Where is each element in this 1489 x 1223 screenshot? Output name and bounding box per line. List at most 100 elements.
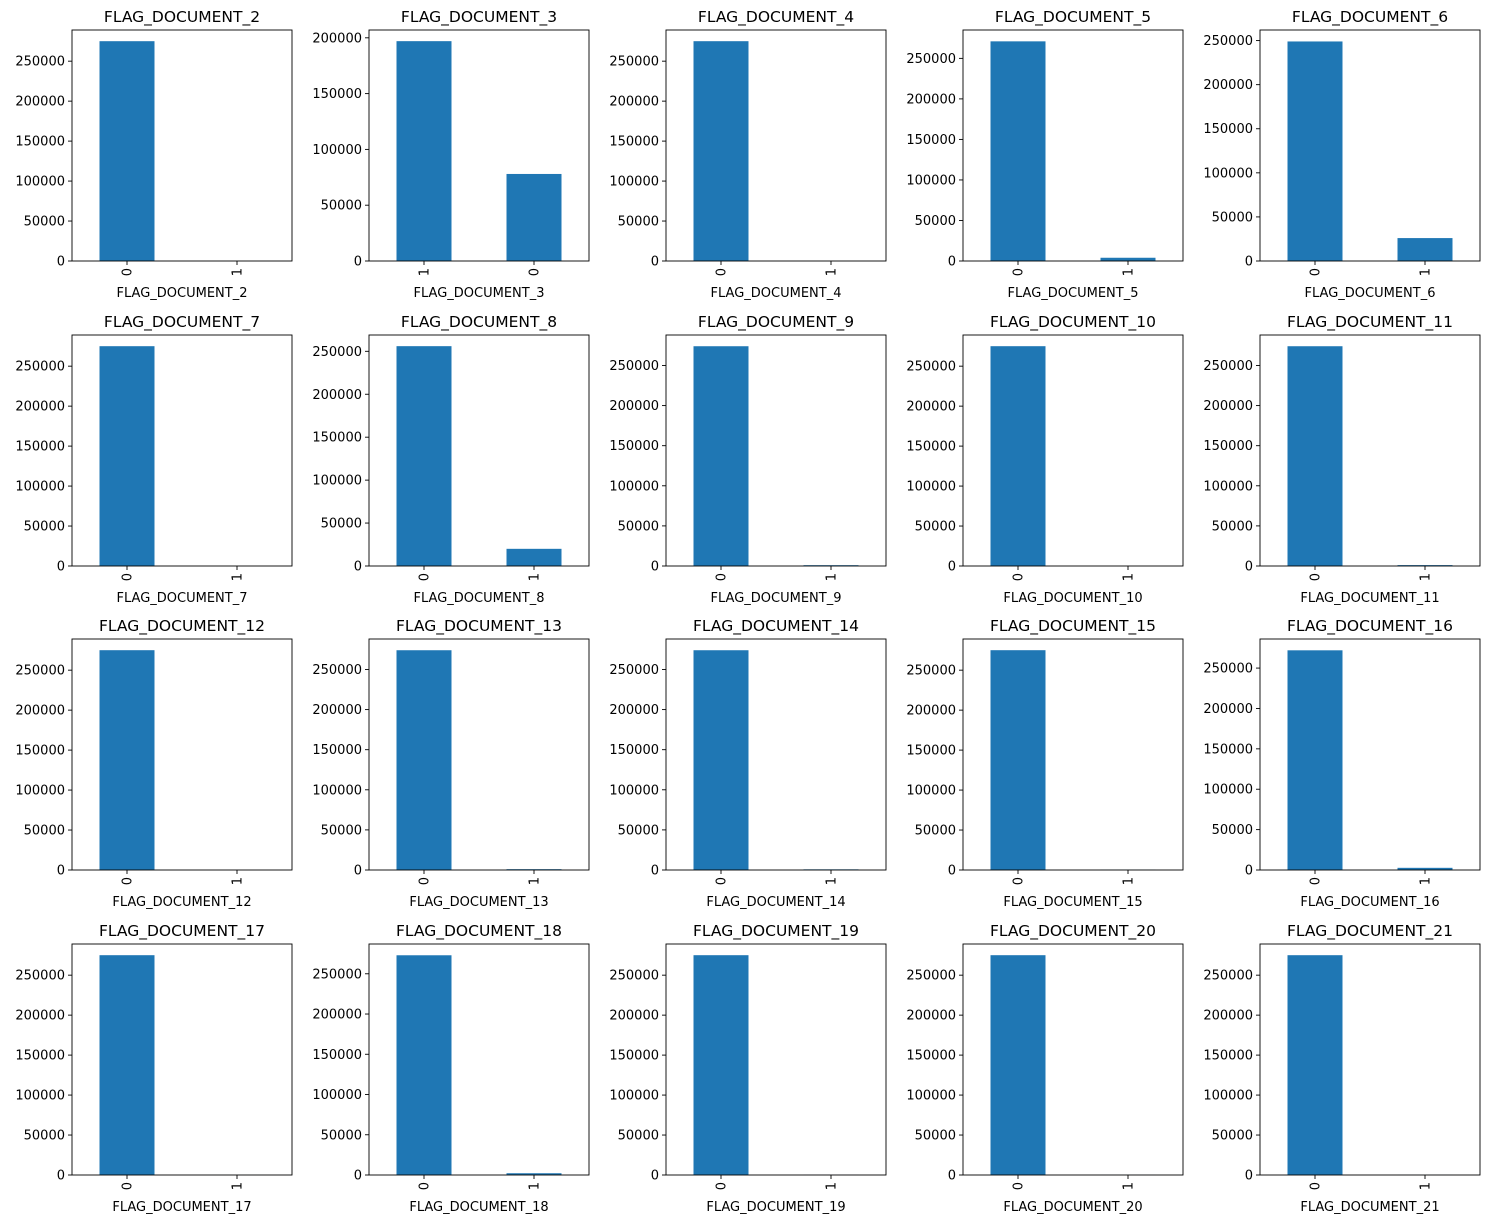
- x-axis-label: FLAG_DOCUMENT_14: [706, 895, 845, 910]
- axes-frame: [962, 334, 1184, 567]
- subplot-title: FLAG_DOCUMENT_5: [995, 8, 1151, 27]
- x-axis-label: FLAG_DOCUMENT_18: [409, 1200, 548, 1215]
- bar: [1287, 955, 1343, 1175]
- y-tick-label: 150000: [15, 440, 65, 455]
- y-tick-label: 200000: [15, 95, 65, 110]
- y-tick-label: 150000: [1203, 439, 1253, 454]
- axes-frame: [368, 638, 590, 871]
- y-tick-label: 200000: [906, 704, 956, 719]
- y-tick-label: 250000: [312, 345, 362, 360]
- y-tick-label: 200000: [15, 1009, 65, 1024]
- y-tick-label: 250000: [609, 969, 659, 984]
- y-tick-label: 100000: [906, 480, 956, 495]
- y-tick-label: 50000: [618, 519, 659, 534]
- x-axis-label: FLAG_DOCUMENT_19: [706, 1200, 845, 1215]
- y-tick-label: 50000: [321, 199, 362, 214]
- y-tick-label: 0: [354, 560, 362, 575]
- y-tick-label: 250000: [906, 360, 956, 375]
- y-tick-label: 150000: [15, 1049, 65, 1064]
- axes-frame: [71, 943, 293, 1176]
- subplot-title: FLAG_DOCUMENT_10: [990, 313, 1156, 332]
- y-tick-label: 0: [1245, 1169, 1253, 1184]
- x-tick-label: 0: [715, 1182, 730, 1190]
- x-axis-label: FLAG_DOCUMENT_2: [117, 286, 248, 301]
- y-tick-label: 100000: [15, 480, 65, 495]
- subplot-title: FLAG_DOCUMENT_2: [104, 8, 260, 27]
- y-tick-label: 200000: [312, 388, 362, 403]
- y-tick-label: 50000: [618, 1129, 659, 1144]
- x-axis-label: FLAG_DOCUMENT_10: [1003, 591, 1142, 606]
- y-tick-label: 250000: [312, 663, 362, 678]
- subplot: 0 50000 100000 150000 200000 250000 0 1 FLAG_DOC…: [906, 8, 1184, 301]
- y-tick-label: 0: [948, 1169, 956, 1184]
- y-tick-label: 250000: [906, 52, 956, 67]
- y-tick-label: 50000: [24, 520, 65, 535]
- axes-frame: [665, 29, 887, 262]
- x-tick-label: 0: [121, 1182, 136, 1190]
- x-tick-label: 0: [1309, 877, 1324, 885]
- x-tick-label: 1: [1419, 268, 1434, 276]
- y-tick-label: 250000: [1203, 359, 1253, 374]
- y-tick-label: 150000: [906, 1049, 956, 1064]
- y-tick-label: 50000: [321, 517, 362, 532]
- y-tick-label: 50000: [24, 1129, 65, 1144]
- x-tick-label: 0: [1309, 573, 1324, 581]
- x-tick-label: 1: [825, 877, 840, 885]
- y-tick-label: 0: [651, 560, 659, 575]
- bar: [99, 346, 155, 566]
- subplot: 0 50000 100000 150000 200000 250000 0 1 FLAG_DOC…: [609, 313, 887, 606]
- y-tick-label: 0: [948, 864, 956, 879]
- y-tick-label: 250000: [609, 359, 659, 374]
- x-tick-label: 1: [1122, 573, 1137, 581]
- bar: [1287, 41, 1343, 262]
- y-tick-label: 100000: [609, 175, 659, 190]
- y-tick-label: 50000: [618, 215, 659, 230]
- subplot: 0 50000 100000 150000 200000 250000 0 1 FLAG_DOC…: [906, 922, 1184, 1215]
- y-tick-label: 100000: [1203, 783, 1253, 798]
- y-tick-label: 200000: [906, 1009, 956, 1024]
- axes-frame: [1259, 943, 1481, 1176]
- y-tick-label: 50000: [24, 824, 65, 839]
- x-tick-label: 0: [715, 268, 730, 276]
- y-tick-label: 0: [354, 864, 362, 879]
- y-tick-label: 0: [354, 1169, 362, 1184]
- subplot: 0 50000 100000 150000 200000 250000 0 1 FLAG_DOC…: [15, 922, 293, 1215]
- axes-frame: [1259, 334, 1481, 567]
- y-tick-label: 0: [57, 1169, 65, 1184]
- subplot-title: FLAG_DOCUMENT_19: [693, 922, 859, 941]
- y-tick-label: 150000: [1203, 122, 1253, 137]
- x-tick-label: 1: [1122, 877, 1137, 885]
- bar: [1287, 346, 1343, 566]
- y-tick-label: 200000: [15, 400, 65, 415]
- y-tick-label: 250000: [1203, 662, 1253, 677]
- bar: [1287, 650, 1343, 870]
- y-tick-label: 0: [1245, 560, 1253, 575]
- y-tick-label: 100000: [312, 474, 362, 489]
- y-tick-label: 200000: [312, 703, 362, 718]
- bar: [1397, 867, 1453, 870]
- bar: [396, 346, 452, 566]
- subplot: 0 50000 100000 150000 200000 250000 0 1 FLAG_DOC…: [312, 313, 590, 606]
- x-tick-label: 0: [715, 573, 730, 581]
- subplot-title: FLAG_DOCUMENT_12: [99, 617, 265, 636]
- bar: [1397, 238, 1453, 261]
- y-tick-label: 50000: [915, 214, 956, 229]
- y-tick-label: 200000: [312, 31, 362, 46]
- y-tick-label: 50000: [1212, 210, 1253, 225]
- subplot-title: FLAG_DOCUMENT_13: [396, 617, 562, 636]
- y-tick-label: 150000: [1203, 1049, 1253, 1064]
- y-tick-label: 0: [651, 255, 659, 270]
- y-tick-label: 0: [948, 255, 956, 270]
- x-tick-label: 1: [528, 573, 543, 581]
- y-tick-label: 150000: [312, 743, 362, 758]
- y-tick-label: 250000: [609, 55, 659, 70]
- y-tick-label: 50000: [915, 824, 956, 839]
- axes-frame: [1259, 29, 1481, 262]
- x-axis-label: FLAG_DOCUMENT_15: [1003, 895, 1142, 910]
- x-tick-label: 1: [1419, 1182, 1434, 1190]
- y-tick-label: 250000: [609, 663, 659, 678]
- bar: [693, 41, 749, 262]
- bar: [506, 1173, 562, 1175]
